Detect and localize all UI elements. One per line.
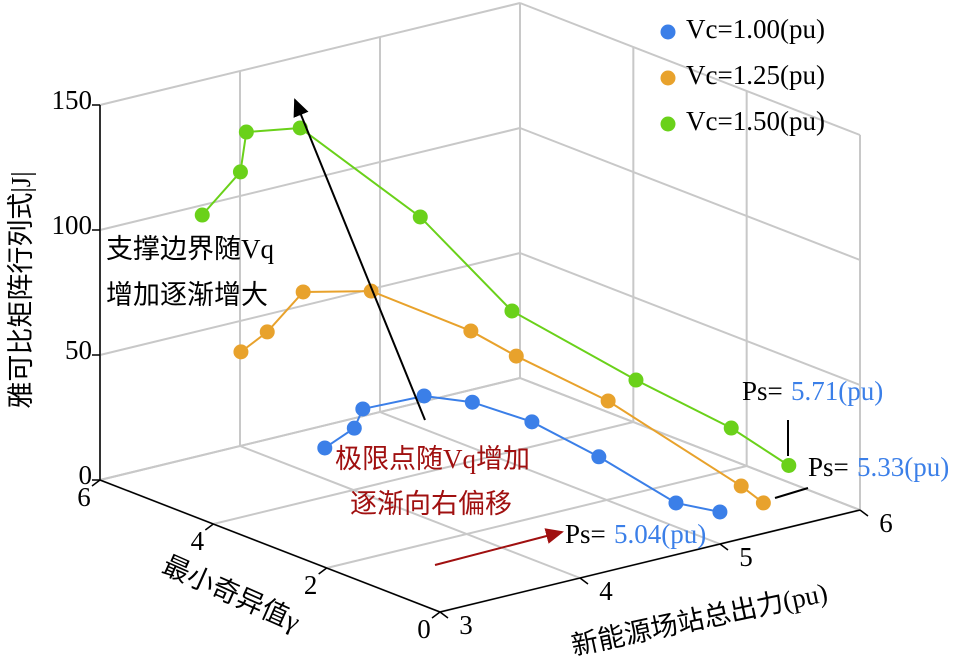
data-point	[259, 324, 275, 340]
endpoint-label: 5.71(pu)	[791, 376, 883, 406]
grid-line	[519, 2, 861, 136]
z-tick-label: 150	[52, 85, 93, 115]
y-axis-label: 最小奇异值γ	[158, 550, 304, 637]
grid-line	[99, 252, 521, 356]
tick-mark	[439, 611, 449, 619]
legend-marker	[660, 24, 676, 40]
data-point	[233, 344, 249, 360]
grid-line	[99, 2, 521, 106]
data-point	[668, 495, 684, 511]
data-point	[412, 209, 428, 225]
grid-line	[519, 377, 861, 511]
data-point	[464, 394, 480, 410]
data-point	[416, 388, 432, 404]
data-point	[712, 504, 728, 520]
data-point	[355, 401, 371, 417]
series-line	[201, 126, 790, 467]
arrow	[293, 98, 426, 421]
tick-mark	[859, 509, 869, 517]
legend-marker	[660, 70, 676, 86]
data-layer: Vc=1.00(pu) Vc=1.25(pu) Vc=1.50(pu)	[194, 14, 825, 520]
x-tick-label: 4	[599, 576, 613, 606]
x-tick-label: 5	[739, 542, 753, 572]
y-tick-label: 0	[417, 614, 431, 644]
tick-mark	[579, 577, 589, 585]
legend-marker	[660, 116, 676, 132]
legend-label: Vc=1.50(pu)	[686, 106, 825, 136]
data-point	[755, 495, 771, 511]
grid-line	[99, 127, 521, 231]
tick-mark	[91, 479, 101, 487]
x-tick-label: 3	[459, 610, 473, 640]
z-tick-label: 100	[52, 210, 93, 240]
grid-line	[519, 252, 861, 386]
grid-line	[326, 465, 747, 569]
axis-line	[439, 509, 861, 613]
annotation: 增加逐渐增大	[106, 280, 268, 310]
z-tick-label: 50	[65, 335, 92, 365]
grid-line	[519, 127, 861, 261]
data-point	[508, 348, 524, 364]
y-tick-label: 4	[191, 526, 205, 556]
data-point	[504, 303, 520, 319]
data-point	[723, 420, 739, 436]
tick-mark	[719, 543, 729, 551]
data-point	[733, 478, 749, 494]
grid-line	[379, 411, 721, 545]
data-point	[600, 393, 616, 409]
grid-line	[99, 377, 521, 481]
axis-line	[99, 479, 441, 613]
data-point	[194, 207, 210, 223]
leader-line	[774, 487, 809, 499]
data-point	[232, 164, 248, 180]
data-point	[295, 284, 311, 300]
data-point	[781, 457, 797, 473]
annotation: 极限点随Vq增加	[335, 444, 530, 474]
endpoint-prefix: Ps=	[565, 519, 606, 549]
endpoint-label: 5.04(pu)	[614, 519, 706, 549]
x-tick-label: 6	[879, 508, 893, 538]
legend-label: Vc=1.25(pu)	[686, 60, 825, 90]
arrow	[434, 528, 564, 566]
tick-mark	[431, 611, 441, 619]
legend-label: Vc=1.00(pu)	[686, 14, 825, 44]
grid-line	[239, 445, 581, 579]
data-point	[628, 372, 644, 388]
data-point	[238, 124, 254, 140]
tick-mark	[204, 523, 214, 531]
data-point	[524, 414, 540, 430]
y-tick-label: 6	[77, 482, 91, 512]
data-point	[317, 440, 333, 456]
endpoint-label: 5.33(pu)	[857, 452, 949, 482]
tick-mark	[318, 567, 328, 575]
data-point	[346, 420, 362, 436]
annotation: 逐渐向右偏移	[350, 489, 512, 519]
annotation: 支撑边界随Vq	[106, 234, 274, 264]
z-tick-label: 0	[79, 460, 93, 490]
endpoint-prefix: Ps=	[808, 452, 849, 482]
y-tick-label: 2	[304, 570, 318, 600]
data-point	[463, 323, 479, 339]
endpoint-prefix: Ps=	[742, 376, 783, 406]
z-axis-label: 雅可比矩阵行列式|J|	[6, 171, 36, 408]
data-point	[591, 449, 607, 465]
